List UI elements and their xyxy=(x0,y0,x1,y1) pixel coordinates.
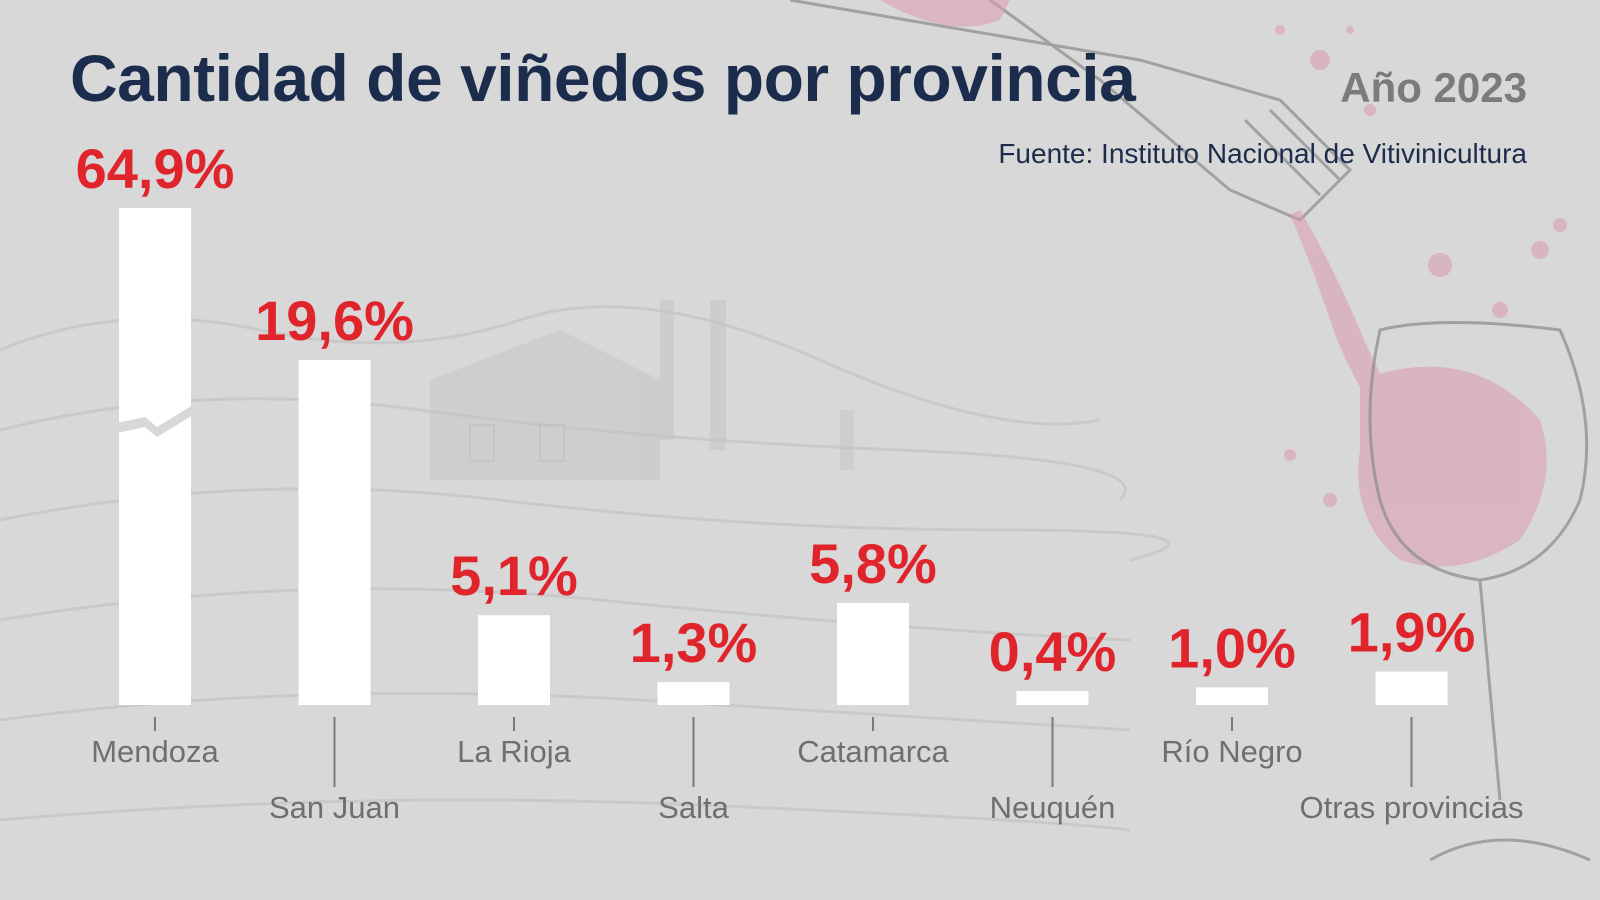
bar-catamarca xyxy=(837,602,909,705)
bar-salta xyxy=(657,682,730,705)
value-label-neuquen: 0,4% xyxy=(989,620,1117,683)
bar-neuquen xyxy=(1016,691,1089,705)
value-label-san-juan: 19,6% xyxy=(255,289,414,352)
category-label-otras-provincias: Otras provincias xyxy=(1300,790,1524,825)
category-label-la-rioja: La Rioja xyxy=(457,734,571,769)
category-label-mendoza: Mendoza xyxy=(91,734,219,769)
category-label-neuquen: Neuquén xyxy=(990,790,1116,825)
bars-layer: 64,9% Mendoza 19,6% San Juan 5,1% La Rioja 1,3… xyxy=(76,137,1524,825)
bar-san-juan xyxy=(298,360,371,705)
value-label-rio-negro: 1,0% xyxy=(1168,616,1296,679)
bar-otras-provincias xyxy=(1375,671,1448,705)
chart-title: Cantidad de viñedos por provincia xyxy=(70,41,1136,115)
chart-source: Fuente: Instituto Nacional de Vitivinicu… xyxy=(998,138,1527,169)
chart-year: Año 2023 xyxy=(1340,64,1527,111)
bar-mendoza xyxy=(119,208,191,705)
value-label-mendoza: 64,9% xyxy=(76,137,235,200)
axis-break-mark xyxy=(117,405,193,437)
category-label-san-juan: San Juan xyxy=(269,790,400,825)
category-label-catamarca: Catamarca xyxy=(797,734,949,769)
bar-rio-negro xyxy=(1196,687,1268,705)
bar-la-rioja xyxy=(478,615,550,705)
value-label-salta: 1,3% xyxy=(630,611,758,674)
value-label-la-rioja: 5,1% xyxy=(450,544,578,607)
value-label-catamarca: 5,8% xyxy=(809,532,937,595)
category-label-rio-negro: Río Negro xyxy=(1161,734,1302,769)
category-label-salta: Salta xyxy=(658,790,729,825)
value-label-otras-provincias: 1,9% xyxy=(1348,601,1476,664)
